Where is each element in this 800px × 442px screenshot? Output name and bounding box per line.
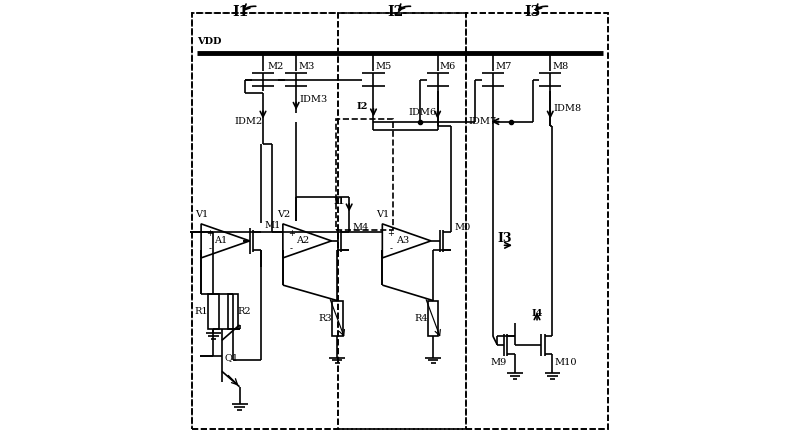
Text: M4: M4 [353, 223, 369, 232]
Text: I1: I1 [233, 5, 249, 19]
Text: M7: M7 [495, 62, 511, 71]
Text: VDD: VDD [197, 38, 221, 46]
Bar [336, 119, 394, 230]
Text: V1: V1 [195, 210, 209, 219]
Text: +: + [206, 229, 213, 238]
Text: M5: M5 [376, 62, 392, 71]
Text: A1: A1 [214, 236, 228, 245]
Text: M3: M3 [298, 62, 314, 71]
Text: M9: M9 [490, 358, 507, 367]
Text: R4: R4 [414, 314, 427, 323]
Text: +: + [288, 229, 295, 238]
Text: IDM6: IDM6 [409, 108, 437, 117]
Text: -: - [290, 244, 293, 253]
Text: M1: M1 [264, 221, 281, 230]
Text: M0: M0 [454, 223, 470, 232]
Text: I1: I1 [334, 197, 345, 206]
Text: I3: I3 [525, 5, 541, 19]
Text: R3: R3 [318, 314, 332, 323]
Text: +: + [387, 229, 394, 238]
Text: M10: M10 [554, 358, 578, 367]
Text: -: - [390, 244, 392, 253]
Bar [466, 13, 608, 429]
Bar [228, 294, 238, 329]
Text: V1: V1 [377, 210, 390, 219]
Text: R2: R2 [237, 307, 250, 316]
Bar [428, 301, 438, 336]
Bar [208, 294, 218, 329]
Text: M2: M2 [267, 62, 284, 71]
Text: Q1: Q1 [224, 354, 238, 362]
Text: I4: I4 [532, 309, 543, 318]
Text: A3: A3 [395, 236, 409, 245]
Text: M8: M8 [553, 62, 569, 71]
Text: IDM2: IDM2 [234, 117, 262, 126]
Text: A2: A2 [296, 236, 310, 245]
Text: M6: M6 [440, 62, 456, 71]
Bar [192, 13, 338, 429]
Bar [338, 13, 466, 429]
Text: V2: V2 [277, 210, 290, 219]
Text: IDM7: IDM7 [469, 117, 497, 126]
Text: -: - [208, 244, 211, 253]
Text: I3: I3 [498, 232, 512, 245]
Text: IDM8: IDM8 [554, 104, 582, 113]
Text: I2: I2 [357, 102, 368, 110]
Text: IDM3: IDM3 [300, 95, 328, 104]
Bar [332, 301, 342, 336]
Text: R1: R1 [194, 307, 208, 316]
Text: I2: I2 [387, 5, 404, 19]
